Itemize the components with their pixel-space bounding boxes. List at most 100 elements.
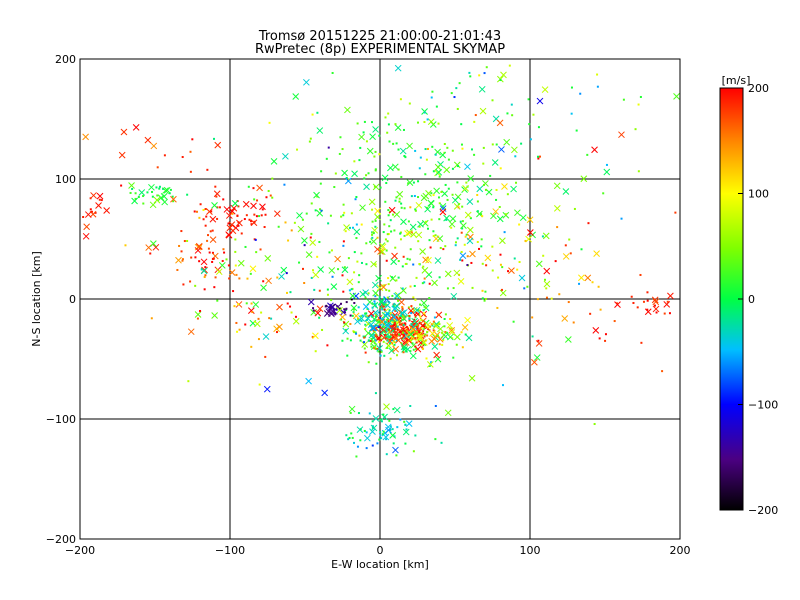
data-point-dot [398,333,401,336]
data-point-x [421,267,429,274]
data-point-dot [412,323,415,326]
data-point-dot [326,344,329,347]
data-point-dot [225,258,228,261]
data-point-dot [389,425,392,428]
data-point-dot [213,286,216,289]
data-point-dot [615,302,618,305]
data-point-dot [430,361,433,364]
data-point-dot [430,218,433,221]
data-point-dot [348,226,351,229]
colorbar-ticks: 200 100 0 −100 −200 [738,82,778,517]
data-point-x [363,183,370,191]
data-point-dot [459,258,462,261]
data-point-dot [218,206,221,209]
data-point-dot [394,309,397,312]
data-point-dot [597,285,600,288]
data-point-dot [451,167,454,170]
data-point-dot [491,245,494,248]
data-point-x [447,333,454,341]
data-point-x [482,180,489,187]
data-point-x [667,292,674,300]
data-point-dot [393,343,396,346]
data-point-dot [181,259,184,262]
data-point-dot [396,321,399,324]
data-point-dot [180,230,183,233]
data-point-dot [375,362,378,365]
data-point-x [252,301,260,308]
data-point-dot [369,339,372,342]
data-point-x [420,194,428,202]
data-point-dot [455,343,458,346]
data-point-x [341,266,349,274]
data-point-x [278,273,285,280]
data-point-dot [309,137,312,140]
data-point-x [131,197,138,205]
data-point-dot [382,430,385,433]
data-point-dot [412,181,415,184]
data-point-dot [485,66,488,69]
data-point-dot [646,308,649,311]
data-point-x [358,133,365,141]
data-point-x [407,331,415,338]
data-point-x [342,327,350,335]
data-point-dot [349,322,352,325]
data-point-dot [395,279,398,282]
data-point-dot [374,263,377,266]
data-point-dot [461,220,464,223]
data-point-dot [450,226,453,229]
data-point-dot [422,265,425,268]
data-point-dot [384,116,387,119]
data-point-x [434,257,442,264]
data-point-dot [593,423,596,426]
data-point-dot [394,320,397,323]
data-point-dot [414,209,417,212]
data-point-dot [311,335,314,338]
data-point-dot [767,138,769,140]
data-point-dot [523,287,526,290]
data-point-dot [370,314,373,317]
data-point-dot [277,225,280,228]
data-point-dot [668,312,671,315]
data-point-dot [244,323,247,326]
data-point-dot [356,260,359,263]
data-point-dot [569,252,572,255]
data-point-x [396,190,404,198]
data-point-dot [400,312,403,315]
data-point-dot [365,263,368,266]
data-point-x [314,309,322,317]
data-point-dot [426,334,429,337]
data-point-dot [363,336,366,339]
data-point-x [364,434,371,442]
data-point-dot [347,257,350,260]
data-point-dot [468,71,471,74]
data-point-dot [383,315,386,318]
data-point-dot [328,251,331,254]
data-point-dot [269,194,272,197]
data-point-dot [341,339,344,342]
data-point-x [561,315,569,322]
data-point-x [276,323,283,331]
data-point-x [316,127,324,134]
data-point-dot [354,331,357,334]
data-point-x [543,280,551,288]
data-point-dot [423,111,426,114]
data-point-dot [437,196,440,199]
data-point-dot [435,105,438,108]
data-point-dot [250,220,253,223]
data-point-x [562,253,570,260]
data-point-dot [339,136,342,139]
data-point-dot [415,347,418,350]
data-point-dot [416,121,419,124]
data-point-dot [376,324,379,327]
data-point-dot [432,206,435,209]
data-point-dot [404,337,407,340]
data-point-dot [387,328,390,331]
data-point-dot [401,265,404,268]
data-point-dot [634,128,637,131]
data-point-dot [264,355,267,358]
data-point-dot [646,299,649,302]
data-point-dot [409,327,412,330]
data-point-dot [344,328,347,331]
data-point-dot [371,220,374,223]
data-point-x [429,121,437,128]
